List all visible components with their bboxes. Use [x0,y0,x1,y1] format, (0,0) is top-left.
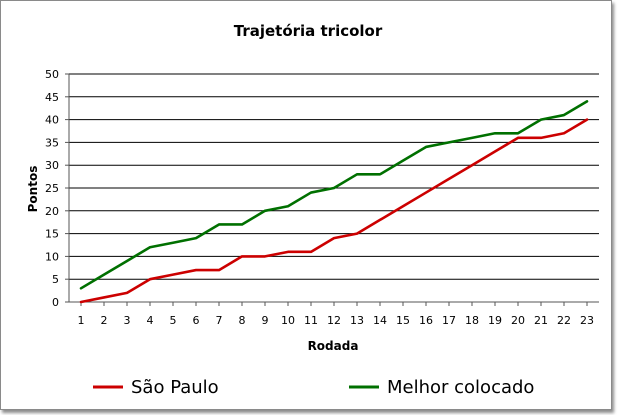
x-tick-10: 10 [281,314,295,327]
x-tick-15: 15 [396,314,410,327]
y-tick-40: 40 [45,114,59,127]
x-tick-9: 9 [262,314,269,327]
series-lines [79,100,589,304]
line-chart: Trajetória tricolor 05101520253035404550… [26,22,599,398]
y-tick-35: 35 [45,136,59,149]
x-tick-4: 4 [147,314,154,327]
y-tick-45: 45 [45,91,59,104]
x-tick-labels: 1 2 3 4 5 6 7 8 9 10 11 12 13 14 15 16 17 18 19 20 21 22 23 [78,314,595,327]
legend-label-2: Melhor colocado [387,377,534,398]
x-tick-18: 18 [465,314,479,327]
y-tick-30: 30 [45,159,59,172]
y-tick-20: 20 [45,205,59,218]
legend: São Paulo Melhor colocado [93,377,534,398]
x-tick-6: 6 [193,314,200,327]
series-line-1 [79,118,589,304]
y-tick-10: 10 [45,250,59,263]
chart-title: Trajetória tricolor [234,22,383,40]
y-tick-15: 15 [45,228,59,241]
chart-frame: Trajetória tricolor 0 5 10 15 20 25 30 35 40 45 50… [0,0,612,410]
x-tick-13: 13 [350,314,364,327]
x-tick-11: 11 [304,314,318,327]
y-tick-labels: 0 5 10 15 20 25 30 35 40 45 50 [45,68,59,309]
legend-label-1: São Paulo [131,377,219,398]
x-tick-16: 16 [419,314,433,327]
y-tick-5: 5 [52,273,59,286]
y-tick-0: 0 [52,296,59,309]
x-tick-19: 19 [488,314,502,327]
series-line-2 [79,100,589,290]
x-tick-22: 22 [557,314,571,327]
x-tick-1: 1 [78,314,85,327]
x-tick-3: 3 [124,314,131,327]
x-tick-2: 2 [101,314,108,327]
x-tick-14: 14 [373,314,387,327]
y-tick-50: 50 [45,68,59,81]
y-axis-title: Pontos [26,166,40,213]
x-tick-5: 5 [170,314,177,327]
x-tick-8: 8 [239,314,246,327]
axes [68,74,599,306]
x-tick-21: 21 [534,314,548,327]
x-tick-7: 7 [216,314,223,327]
x-tick-12: 12 [327,314,341,327]
x-tick-17: 17 [442,314,456,327]
y-tick-25: 25 [45,182,59,195]
x-axis-title: Rodada [308,339,359,353]
x-tick-23: 23 [580,314,594,327]
x-tick-20: 20 [511,314,525,327]
